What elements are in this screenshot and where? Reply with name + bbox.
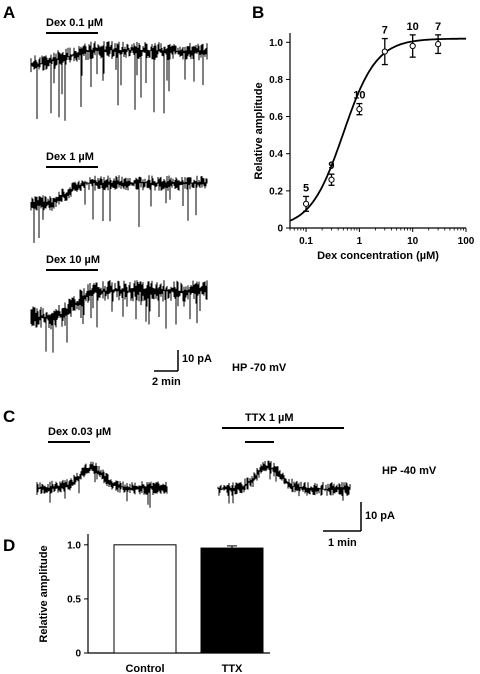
x-tick-label: 1 — [357, 236, 363, 247]
x-tick-label: 10 — [407, 236, 419, 247]
y-ticks: 0 0.5 1.0 — [67, 540, 88, 660]
point-marker — [409, 42, 416, 50]
point-marker — [328, 176, 335, 183]
y-tick-label: 1.0 — [269, 38, 283, 49]
data-point: 9 — [328, 160, 335, 186]
point-marker — [302, 200, 310, 207]
trace-label: Dex 1 µM — [46, 151, 94, 163]
bar-chart: 0 0.5 1.0 Control TTX Relative amplitude — [38, 534, 270, 674]
y-tick-label: 0.6 — [269, 112, 283, 123]
data-point: 7 — [435, 21, 442, 55]
point-marker — [356, 106, 363, 113]
n-label: 9 — [328, 160, 334, 172]
trace-label: Dex 10 µM — [46, 254, 100, 266]
data-point: 5 — [302, 182, 310, 212]
bar-ttx: TTX — [200, 545, 264, 674]
x-tick-label: 100 — [458, 236, 475, 247]
panel-label-a: A — [3, 3, 15, 22]
panel-label-b: B — [252, 3, 264, 22]
n-label: 5 — [303, 182, 309, 194]
trace-dex-10: Dex 10 µM — [30, 254, 208, 353]
point-marker — [435, 41, 442, 48]
scale-y-label: 10 pA — [182, 353, 212, 365]
trace-label: Dex 0.03 µM — [48, 426, 111, 438]
x-tick-label: 0.1 — [299, 236, 313, 247]
fit-curve — [289, 37, 466, 222]
scale-x-label: 2 min — [152, 376, 181, 388]
y-tick-label: 0.4 — [269, 149, 283, 160]
trace-control: Dex 0.03 µM — [36, 426, 168, 508]
n-label: 7 — [382, 25, 388, 37]
n-label: 10 — [353, 90, 365, 102]
trace-dex-0.1: Dex 0.1 µM — [30, 17, 208, 121]
x-axis-label: Dex concentration (µM) — [317, 250, 439, 262]
bars: Control TTX — [113, 544, 264, 674]
y-tick-label: 0 — [75, 649, 81, 660]
data-point: 10 — [407, 21, 419, 58]
panel-c: Dex 0.03 µM TTX 1 µM HP -40 mV 10 pA 1 m… — [36, 412, 437, 549]
scale-bar-a: 10 pA 2 min — [152, 350, 212, 388]
bar-control: Control — [113, 544, 177, 674]
data-point: 10 — [353, 90, 365, 116]
scale-x-label: 1 min — [328, 537, 357, 549]
y-tick-label: 0 — [277, 224, 283, 235]
holding-potential-c: HP -40 mV — [382, 465, 437, 477]
y-axis-label: Relative amplitude — [253, 82, 265, 179]
y-tick-label: 1.0 — [67, 540, 81, 551]
current-trace — [30, 41, 208, 121]
current-trace — [30, 175, 208, 243]
scale-y-label: 10 pA — [365, 510, 395, 522]
current-trace — [217, 460, 351, 504]
scale-bar-c: 10 pA 1 min — [323, 502, 395, 549]
panel-a: Dex 0.1 µM Dex 1 µM Dex 10 µM 10 pA 2 mi… — [30, 17, 287, 388]
y-tick-label: 0.8 — [269, 75, 283, 86]
y-ticks: 0 0.2 0.4 0.6 0.8 1.0 — [269, 38, 290, 235]
category-label: TTX — [222, 663, 243, 674]
point-marker — [381, 48, 388, 55]
y-axis-label: Relative amplitude — [38, 545, 50, 642]
category-label: Control — [125, 663, 164, 674]
current-trace — [30, 280, 208, 353]
panel-label-d: D — [3, 536, 15, 555]
trace-dex-1: Dex 1 µM — [30, 151, 208, 243]
trace-ttx: TTX 1 µM — [217, 412, 351, 504]
n-label: 7 — [435, 21, 441, 33]
data-point: 7 — [381, 25, 388, 66]
current-trace — [36, 461, 168, 508]
panel-label-c: C — [3, 407, 15, 426]
data-points: 5 9 10 7 10 7 — [302, 21, 442, 212]
trace-label: Dex 0.1 µM — [46, 17, 103, 29]
n-label: 10 — [407, 21, 419, 33]
y-tick-label: 0.2 — [269, 186, 283, 197]
x-ticks: 0.1 1 10 100 — [289, 228, 475, 247]
dose-response-chart: 0.1 1 10 100 0 0.2 0.4 0.6 0.8 1.0 5 9 10 7 10 7 Dex … — [253, 21, 475, 262]
bar-rect — [200, 547, 264, 654]
y-tick-label: 0.5 — [67, 594, 81, 605]
ttx-label: TTX 1 µM — [245, 412, 294, 424]
bar-rect — [113, 544, 177, 654]
holding-potential-a: HP -70 mV — [232, 362, 287, 374]
